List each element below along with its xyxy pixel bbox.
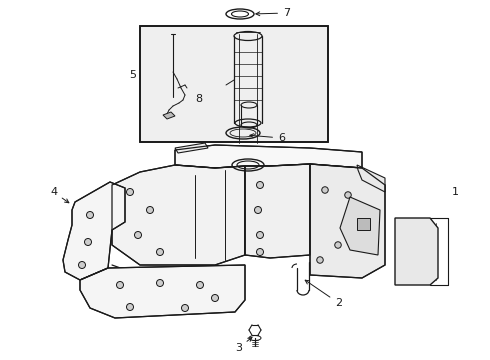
Ellipse shape xyxy=(352,217,358,223)
Ellipse shape xyxy=(196,282,203,288)
Polygon shape xyxy=(357,165,385,192)
Text: 5: 5 xyxy=(129,70,136,80)
Ellipse shape xyxy=(134,231,142,239)
Ellipse shape xyxy=(181,305,189,311)
Ellipse shape xyxy=(345,192,351,198)
Text: 2: 2 xyxy=(305,280,342,308)
Ellipse shape xyxy=(147,207,153,213)
Polygon shape xyxy=(175,143,208,153)
Ellipse shape xyxy=(335,242,341,248)
Polygon shape xyxy=(310,164,385,278)
Ellipse shape xyxy=(78,261,85,269)
Ellipse shape xyxy=(256,231,264,239)
Ellipse shape xyxy=(126,189,133,195)
Polygon shape xyxy=(63,182,125,280)
Ellipse shape xyxy=(126,303,133,310)
Ellipse shape xyxy=(156,248,164,256)
Text: 4: 4 xyxy=(50,187,69,203)
Polygon shape xyxy=(163,112,175,119)
Ellipse shape xyxy=(256,248,264,256)
Polygon shape xyxy=(112,165,245,265)
Ellipse shape xyxy=(117,282,123,288)
Polygon shape xyxy=(357,218,370,230)
Polygon shape xyxy=(395,218,438,285)
Polygon shape xyxy=(80,265,245,318)
Polygon shape xyxy=(245,164,310,258)
Text: 3: 3 xyxy=(235,337,252,353)
Text: 1: 1 xyxy=(452,187,459,197)
Text: 8: 8 xyxy=(195,94,202,104)
Ellipse shape xyxy=(87,212,94,219)
Polygon shape xyxy=(140,26,328,142)
Ellipse shape xyxy=(254,207,262,213)
Ellipse shape xyxy=(84,239,92,246)
Ellipse shape xyxy=(317,257,323,263)
Polygon shape xyxy=(175,145,362,168)
Text: 6: 6 xyxy=(250,133,285,143)
Ellipse shape xyxy=(212,294,219,302)
Ellipse shape xyxy=(256,181,264,189)
Polygon shape xyxy=(340,197,380,255)
Ellipse shape xyxy=(416,253,424,262)
Text: 7: 7 xyxy=(256,8,290,18)
Ellipse shape xyxy=(322,187,328,193)
Ellipse shape xyxy=(156,279,164,287)
